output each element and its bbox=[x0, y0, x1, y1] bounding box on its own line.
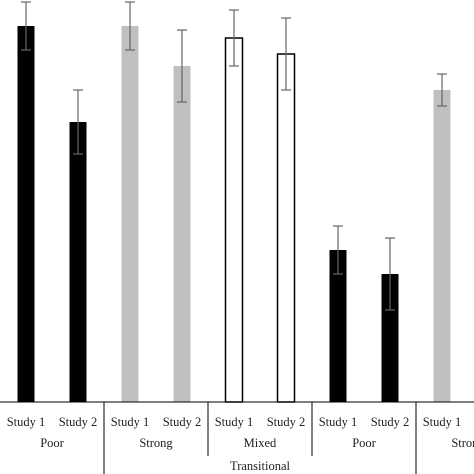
x-axis-labels: Study 1 Study 2 Study 1 Study 2 Study 1 Study… bbox=[7, 415, 474, 473]
error-bar-7 bbox=[333, 225, 343, 275]
group-label-1: Poor bbox=[40, 436, 64, 450]
bar-5 bbox=[224, 37, 244, 403]
bar-2 bbox=[69, 122, 87, 402]
error-bar-2 bbox=[73, 89, 83, 155]
tick-label-2: Study 2 bbox=[59, 415, 98, 429]
bar-3 bbox=[121, 26, 139, 402]
group-label-3: Mixed bbox=[244, 436, 277, 450]
tick-label-7: Study 1 bbox=[319, 415, 358, 429]
bar-6 bbox=[276, 53, 296, 403]
tick-label-4: Study 2 bbox=[163, 415, 202, 429]
error-bar-5 bbox=[229, 9, 239, 67]
group-label-4: Poor bbox=[352, 436, 376, 450]
error-bar-3 bbox=[125, 1, 135, 51]
error-bars-layer bbox=[21, 1, 447, 311]
x-axis bbox=[0, 401, 474, 474]
tick-label-1: Study 1 bbox=[7, 415, 46, 429]
bars-layer bbox=[17, 26, 451, 403]
bar-9 bbox=[433, 90, 451, 402]
tick-label-5: Study 1 bbox=[215, 415, 254, 429]
tick-label-8: Study 2 bbox=[371, 415, 410, 429]
bar-4 bbox=[173, 66, 191, 402]
supergroup-label: Transitional bbox=[230, 459, 290, 473]
group-label-2: Strong bbox=[139, 436, 173, 450]
error-bar-9 bbox=[437, 73, 447, 107]
tick-label-3: Study 1 bbox=[111, 415, 150, 429]
error-bar-8 bbox=[385, 237, 395, 311]
error-bar-1 bbox=[21, 1, 31, 51]
bar-8 bbox=[381, 274, 399, 402]
group-label-5: Strong bbox=[451, 436, 474, 450]
error-bar-4 bbox=[177, 29, 187, 103]
error-bar-6 bbox=[281, 17, 291, 91]
bar-7 bbox=[329, 250, 347, 402]
tick-label-6: Study 2 bbox=[267, 415, 306, 429]
tick-label-9: Study 1 bbox=[423, 415, 462, 429]
bar-1 bbox=[17, 26, 35, 402]
